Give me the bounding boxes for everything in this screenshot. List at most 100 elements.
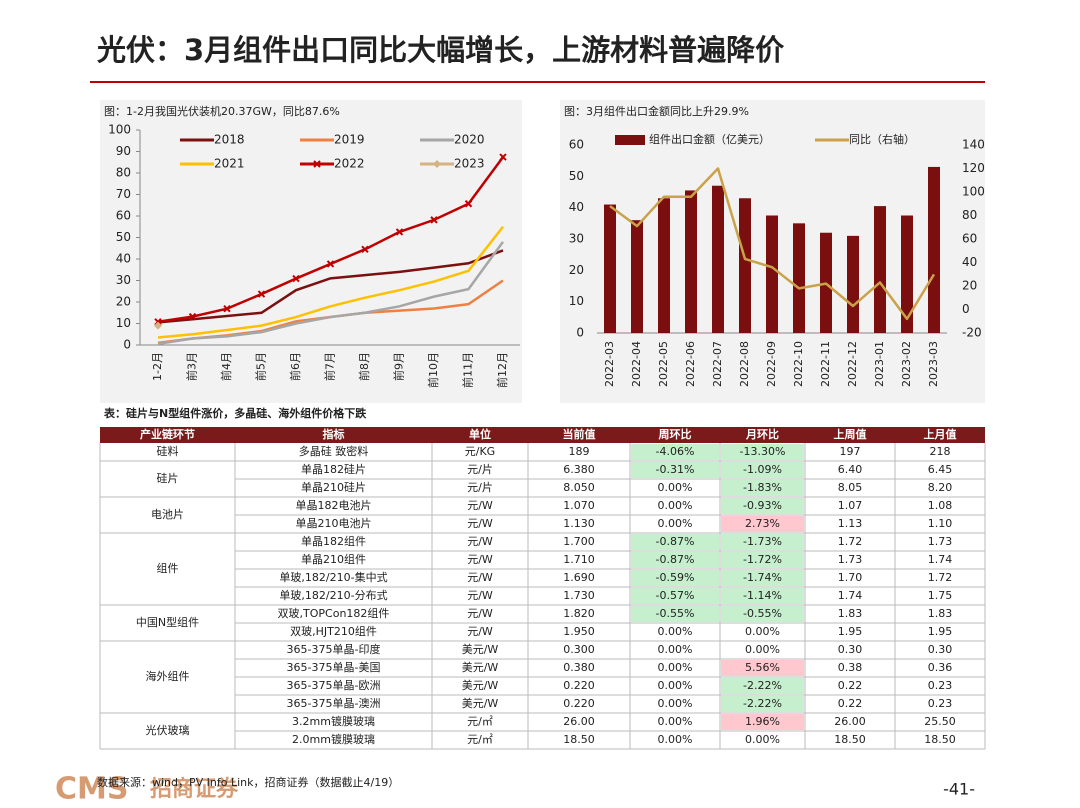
- x-tick-label: 前8月: [357, 352, 371, 381]
- cell-highlight: [721, 714, 804, 730]
- table-cell: 18.50: [924, 733, 956, 746]
- table-cell: 0.00%: [658, 517, 693, 530]
- x-tick-label: 前9月: [392, 352, 406, 381]
- table-cell: 0.380: [563, 661, 595, 674]
- cell-highlight: [721, 516, 804, 532]
- table-cell: 0.00%: [745, 733, 780, 746]
- table-cell: 单晶210硅片: [301, 481, 366, 494]
- table-cell: 0.22: [838, 697, 863, 710]
- table-cell: 0.23: [928, 679, 953, 692]
- table-cell: 1.08: [928, 499, 953, 512]
- chart-title: 图：1-2月我国光伏装机20.37GW，同比87.6%: [104, 104, 340, 118]
- x-tick-label: 2023-03: [927, 341, 940, 387]
- x-tick-label: 2022-03: [603, 341, 616, 387]
- cell-highlight: [631, 588, 719, 604]
- table-cell: 25.50: [924, 715, 956, 728]
- table-cell: 双玻,HJT210组件: [290, 624, 377, 638]
- table-cell: 元/W: [467, 535, 493, 548]
- x-tick-label: 前5月: [254, 352, 268, 381]
- group-label: 光伏玻璃: [146, 723, 190, 737]
- table-cell: 1.700: [563, 535, 595, 548]
- table-cell: 美元/W: [462, 697, 499, 710]
- x-tick-label: 2023-01: [873, 341, 886, 387]
- y-tick-label: 100: [108, 123, 131, 137]
- table-cell: 5.56%: [745, 661, 780, 674]
- table-cell: -1.74%: [743, 571, 782, 584]
- table-cell: 1.690: [563, 571, 595, 584]
- table-cell: 美元/W: [462, 679, 499, 692]
- bar: [739, 198, 751, 333]
- table-cell: 365-375单晶-印度: [287, 642, 381, 656]
- table-cell: 1.72: [928, 571, 953, 584]
- bar: [658, 198, 670, 333]
- y2-tick-label: -20: [962, 326, 982, 340]
- table-cell: 单玻,182/210-分布式: [279, 589, 387, 602]
- group-label: 中国N型组件: [136, 615, 199, 629]
- x-tick-label: 2022-08: [738, 341, 751, 387]
- table-header: 单位: [469, 427, 491, 441]
- cell-highlight: [721, 480, 804, 496]
- cell-highlight: [721, 462, 804, 478]
- x-tick-label: 2022-07: [711, 341, 724, 387]
- x-tick-label: 1-2月: [151, 352, 164, 381]
- y-tick-label: 70: [116, 187, 131, 201]
- table-cell: -0.87%: [656, 535, 695, 548]
- y-tick-label: 40: [569, 200, 584, 214]
- x-tick-label: 2022-10: [792, 341, 805, 387]
- chart-title: 图：3月组件出口金额同比上升29.9%: [564, 104, 749, 118]
- table-cell: 0.00%: [658, 499, 693, 512]
- y-tick-label: 10: [116, 316, 131, 330]
- table-cell: -0.57%: [656, 589, 695, 602]
- table-cell: 0.00%: [658, 661, 693, 674]
- table-cell: 0.00%: [658, 679, 693, 692]
- table-cell: 0.00%: [658, 733, 693, 746]
- bar: [712, 185, 724, 333]
- table-header: 指标: [323, 427, 345, 441]
- source-note: 数据来源：wind，PV Info Link，招商证券（数据截止4/19）: [97, 775, 399, 789]
- legend-marker: [313, 160, 321, 168]
- table-cell: 1.10: [928, 517, 953, 530]
- table-cell: 1.820: [563, 607, 595, 620]
- legend-swatch: [615, 135, 645, 145]
- table-cell: 0.00%: [658, 643, 693, 656]
- y2-tick-label: 40: [962, 255, 977, 269]
- point: [223, 304, 231, 313]
- cell-highlight: [631, 606, 719, 622]
- y2-tick-label: 20: [962, 279, 977, 293]
- legend-label: 组件出口金额（亿美元）: [649, 132, 770, 146]
- table-cell: 0.30: [838, 643, 863, 656]
- y-tick-label: 50: [116, 230, 131, 244]
- table-cell: 8.050: [563, 481, 595, 494]
- y2-tick-label: 120: [962, 161, 985, 175]
- y-tick-label: 0: [576, 326, 584, 340]
- table-cell: 8.20: [928, 481, 953, 494]
- group-label: 电池片: [151, 508, 184, 521]
- cell-highlight: [631, 570, 719, 586]
- table-cell: -2.22%: [743, 697, 782, 710]
- page-number: -41-: [943, 780, 975, 799]
- table-cell: 元/W: [467, 499, 493, 512]
- table-cell: 0.00%: [658, 625, 693, 638]
- legend-label: 2022: [334, 157, 365, 171]
- cell-highlight: [721, 678, 804, 694]
- cell-highlight: [631, 462, 719, 478]
- table-cell: 1.75: [928, 589, 953, 602]
- table-cell: 3.2mm镀膜玻璃: [292, 714, 375, 728]
- table-cell: -4.06%: [656, 445, 695, 458]
- y2-tick-label: 140: [962, 138, 985, 152]
- table-cell: 1.70: [838, 571, 863, 584]
- table-cell: 1.710: [563, 553, 595, 566]
- line-series: [157, 249, 504, 324]
- table-cell: -0.55%: [656, 607, 695, 620]
- table-cell: 1.730: [563, 589, 595, 602]
- cell-highlight: [721, 660, 804, 676]
- y-tick-label: 80: [116, 166, 131, 180]
- table-cell: 0.00%: [745, 625, 780, 638]
- x-tick-label: 前11月: [461, 352, 475, 388]
- x-tick-label: 前10月: [426, 352, 440, 388]
- table-cell: 1.83: [838, 607, 863, 620]
- group-label: 海外组件: [146, 669, 190, 683]
- table-header: 月环比: [745, 427, 779, 441]
- y-tick-label: 20: [116, 295, 131, 309]
